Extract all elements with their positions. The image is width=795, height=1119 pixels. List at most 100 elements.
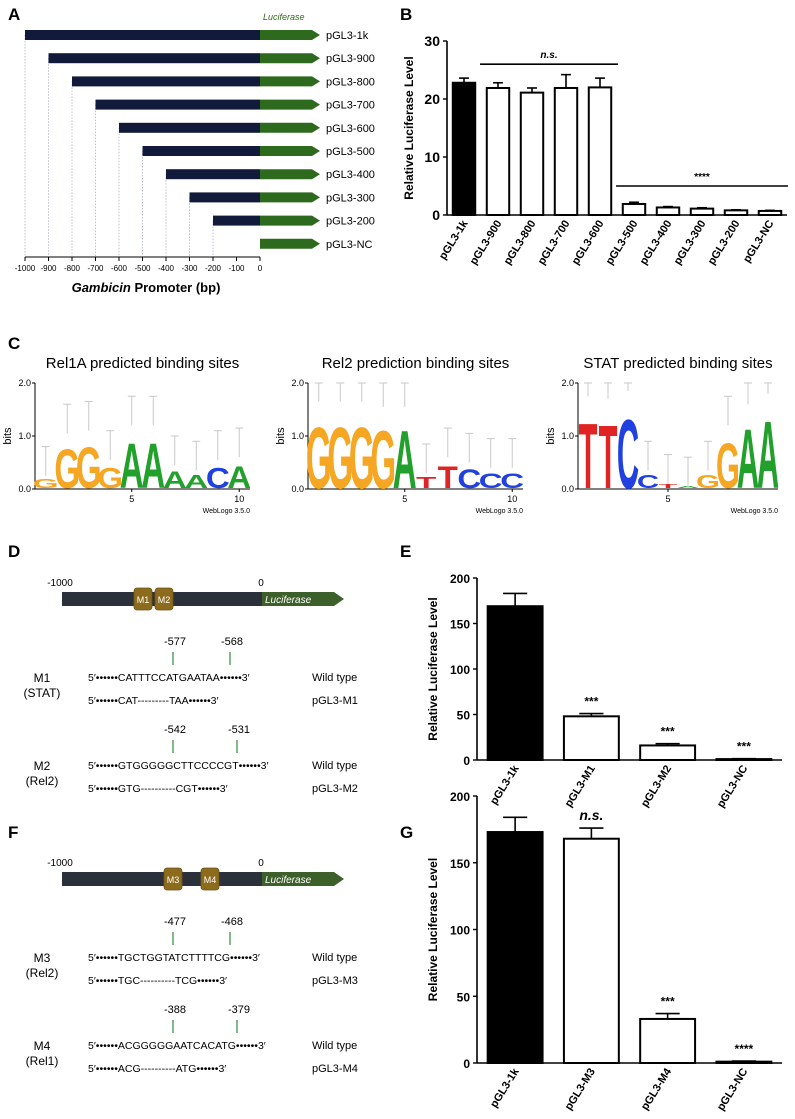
logo-y-tick-label: 0.0 — [18, 484, 31, 494]
y-tick-label: 150 — [450, 618, 470, 632]
promoter-bar — [213, 215, 260, 226]
bar — [486, 831, 544, 1064]
motif-label: M3 — [167, 875, 180, 885]
logo-title: Rel1A predicted binding sites — [46, 355, 239, 372]
weblogo-credit: WebLogo 3.5.0 — [203, 508, 250, 515]
logo-title: Rel2 prediction binding sites — [322, 355, 510, 372]
logo-y-tick-label: 0.0 — [291, 484, 304, 494]
promoter-unit-label: Promoter (bp) — [131, 280, 221, 295]
mutation-name: M4 — [34, 1039, 51, 1053]
panel-label-c: C — [8, 334, 20, 353]
chart-g: 0 50 100 150 200 Relative Luciferase Level pGL… — [426, 790, 782, 1113]
construct-row: pGL3-300 — [189, 192, 375, 256]
motif-box — [154, 587, 174, 611]
category-label: pGL3-200 — [706, 218, 743, 267]
position-label: -379 — [228, 1004, 250, 1016]
bar — [723, 209, 749, 217]
luciferase-header: Luciferase — [263, 12, 305, 22]
promoter-bar — [48, 53, 260, 64]
bar — [451, 81, 477, 217]
logo-letter: A — [163, 467, 187, 493]
logo-rel1a: Rel1A predicted binding sites 0.0 1.0 2.0 bi… — [2, 355, 251, 515]
mutation-name: M2 — [34, 759, 51, 773]
mutant-label: pGL3-M3 — [312, 975, 358, 987]
bar — [562, 715, 620, 762]
logo-letter: G — [54, 438, 80, 500]
bar — [587, 86, 613, 216]
left-position: -1000 — [47, 858, 73, 869]
logo-x-tick-label: 5 — [402, 494, 407, 504]
wildtype-label: Wild type — [312, 1040, 357, 1052]
logo-y-tick-label: 2.0 — [561, 378, 574, 388]
logo-letter: C — [457, 465, 481, 494]
category-label: pGL3-1k — [488, 762, 522, 806]
construct-row: pGL3-700 — [95, 99, 375, 256]
weblogo-credit: WebLogo 3.5.0 — [731, 508, 778, 515]
logo-letter: G — [306, 410, 332, 508]
luciferase-arrow — [260, 169, 320, 180]
motif-label: M4 — [204, 875, 217, 885]
bar — [519, 91, 545, 216]
category-label: pGL3-M1 — [563, 763, 598, 809]
axis-tick-label: -100 — [228, 264, 245, 273]
promoter-bar — [166, 169, 260, 180]
weblogo-credit: WebLogo 3.5.0 — [476, 508, 523, 515]
logo-letter: A — [677, 486, 700, 489]
promoter-axis-label: Gambicin Promoter (bp) — [72, 280, 221, 295]
category-label: pGL3-M4 — [639, 1065, 675, 1112]
wildtype-sequence: 5′••••••GTGGGGGCTTCCCCGT••••••3′ — [88, 760, 269, 772]
logo-letter: T — [416, 475, 436, 492]
construct-label: pGL3-600 — [326, 123, 375, 135]
wildtype-label: Wild type — [312, 760, 357, 772]
logo-letter: A — [141, 430, 165, 502]
logo-letter: T — [579, 403, 598, 508]
construct-label: pGL3-700 — [326, 100, 375, 112]
significance-label: **** — [694, 172, 710, 183]
position-label: -477 — [164, 916, 186, 928]
logo-letter: A — [737, 411, 759, 507]
logo-y-tick-label: 1.0 — [291, 431, 304, 441]
motif-box — [200, 867, 220, 891]
logo-letter: T — [659, 483, 679, 489]
axis-tick-label: 0 — [258, 264, 263, 273]
category-label: pGL3-900 — [468, 218, 505, 267]
logo-letter: G — [76, 436, 102, 501]
position-label: -542 — [164, 724, 186, 736]
construct-row: pGL3-900 — [48, 53, 375, 256]
left-position: -1000 — [47, 578, 73, 589]
category-label: pGL3-400 — [638, 218, 675, 267]
logo-y-tick-label: 1.0 — [18, 431, 31, 441]
category-label: pGL3-M3 — [563, 1066, 598, 1112]
promoter-bar — [142, 146, 260, 156]
luciferase-arrow — [260, 30, 320, 40]
construct-row: pGL3-NC — [260, 238, 373, 251]
right-position: 0 — [258, 858, 264, 869]
significance-label: **** — [735, 1042, 754, 1056]
luciferase-arrow — [260, 53, 320, 64]
wildtype-sequence: 5′••••••ACGGGGGAATCACATG••••••3′ — [88, 1040, 266, 1052]
y-tick-label: 30 — [424, 33, 440, 49]
luciferase-label: Luciferase — [265, 595, 312, 606]
motif-box — [163, 867, 183, 891]
panel-label-b: B — [400, 5, 412, 24]
construct-row: pGL3-500 — [142, 146, 375, 256]
mutant-label: pGL3-M1 — [312, 695, 358, 707]
luciferase-arrow — [260, 99, 320, 110]
axis-tick-label: -200 — [205, 264, 222, 273]
mutant-sequence: 5′••••••ACG----------ATG••••••3′ — [88, 1063, 226, 1075]
axis-tick-label: -1000 — [15, 264, 36, 273]
construct-row: pGL3-800 — [71, 76, 375, 256]
y-tick-label: 0 — [463, 1057, 470, 1071]
y-tick-label: 0 — [463, 754, 470, 768]
bar — [639, 1017, 697, 1065]
logo-letter: C — [206, 462, 230, 495]
logo-letter: G — [33, 476, 59, 491]
y-tick-label: 200 — [450, 790, 470, 804]
mutant-label: pGL3-M2 — [312, 783, 358, 795]
motif-label: M1 — [137, 595, 150, 605]
construct-label: pGL3-400 — [326, 169, 375, 181]
wildtype-sequence: 5′••••••TGCTGGTATCTTTTCG••••••3′ — [88, 952, 260, 964]
logo-letter: G — [696, 472, 720, 492]
